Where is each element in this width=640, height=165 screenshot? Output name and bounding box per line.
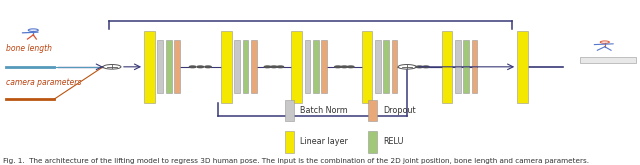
Bar: [368, 131, 377, 153]
Bar: [174, 40, 180, 93]
Circle shape: [277, 66, 284, 68]
Circle shape: [264, 66, 271, 68]
Bar: [313, 40, 319, 93]
Bar: [291, 31, 302, 103]
Circle shape: [422, 66, 429, 68]
Text: Fig. 1.  The architecture of the lifting model to regress 3D human pose. The inp: Fig. 1. The architecture of the lifting …: [3, 158, 589, 164]
Bar: [166, 40, 172, 93]
Bar: [455, 40, 461, 93]
Circle shape: [416, 66, 422, 68]
Bar: [442, 31, 452, 103]
Circle shape: [600, 41, 609, 43]
Bar: [368, 100, 377, 121]
Text: Dropout: Dropout: [383, 106, 416, 115]
Text: RELU: RELU: [383, 137, 404, 146]
Circle shape: [189, 66, 196, 68]
Bar: [144, 31, 155, 103]
Bar: [251, 40, 257, 93]
Circle shape: [348, 66, 354, 68]
Circle shape: [205, 66, 211, 68]
Text: camera parameters: camera parameters: [6, 78, 82, 87]
Bar: [234, 40, 240, 93]
Circle shape: [103, 65, 121, 69]
Bar: [517, 31, 528, 103]
Bar: [243, 40, 248, 93]
Bar: [392, 40, 397, 93]
Text: Batch Norm: Batch Norm: [300, 106, 348, 115]
Circle shape: [341, 66, 348, 68]
Text: Linear layer: Linear layer: [300, 137, 348, 146]
Circle shape: [335, 66, 341, 68]
Bar: [321, 40, 327, 93]
Circle shape: [197, 66, 204, 68]
Bar: [285, 131, 294, 153]
Circle shape: [410, 66, 416, 68]
Bar: [285, 100, 294, 121]
Bar: [221, 31, 232, 103]
Bar: [157, 40, 163, 93]
Bar: [305, 40, 310, 93]
Bar: [375, 40, 381, 93]
Bar: [362, 31, 372, 103]
Bar: [383, 40, 389, 93]
Bar: [463, 40, 469, 93]
Circle shape: [271, 66, 277, 68]
Circle shape: [398, 65, 416, 69]
Circle shape: [28, 29, 38, 32]
Text: bone length: bone length: [6, 44, 52, 53]
Polygon shape: [580, 57, 636, 63]
Bar: [472, 40, 477, 93]
